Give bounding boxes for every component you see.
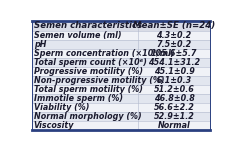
- Text: Non-progressive motility (%): Non-progressive motility (%): [34, 76, 164, 85]
- Text: Total sperm motility (%): Total sperm motility (%): [34, 85, 143, 94]
- Text: Normal morphology (%): Normal morphology (%): [34, 112, 142, 121]
- Text: 6.1±0.3: 6.1±0.3: [156, 76, 192, 85]
- Text: 46.8±0.8: 46.8±0.8: [154, 94, 194, 103]
- Bar: [32, 112, 210, 121]
- Text: Immotile sperm (%): Immotile sperm (%): [34, 94, 123, 103]
- Bar: [32, 30, 210, 40]
- Bar: [32, 76, 210, 85]
- Text: 7.5±0.2: 7.5±0.2: [156, 40, 192, 49]
- Text: 45.1±0.9: 45.1±0.9: [154, 67, 194, 76]
- Bar: [32, 40, 210, 49]
- Text: 4.3±0.2: 4.3±0.2: [156, 31, 192, 40]
- Bar: [32, 103, 210, 112]
- Bar: [32, 85, 210, 94]
- Text: Semen volume (ml): Semen volume (ml): [34, 31, 121, 40]
- Text: 51.2±0.6: 51.2±0.6: [154, 85, 194, 94]
- Bar: [32, 58, 210, 67]
- Bar: [32, 94, 210, 103]
- Bar: [32, 121, 210, 130]
- Text: 454.1±31.2: 454.1±31.2: [148, 58, 200, 67]
- Bar: [32, 21, 210, 30]
- Bar: [32, 49, 210, 58]
- Text: Sperm concentration (×10⁶/ml): Sperm concentration (×10⁶/ml): [34, 49, 174, 58]
- Text: Mean±SE (n=24): Mean±SE (n=24): [133, 21, 215, 30]
- Text: Semen characteristics: Semen characteristics: [34, 21, 142, 30]
- Text: Viscosity: Viscosity: [34, 121, 74, 130]
- Text: 52.9±1.2: 52.9±1.2: [154, 112, 194, 121]
- Text: pH: pH: [34, 40, 46, 49]
- Text: Normal: Normal: [158, 121, 190, 130]
- Bar: [32, 67, 210, 76]
- Text: Viability (%): Viability (%): [34, 103, 89, 112]
- Text: 105.6±5.7: 105.6±5.7: [151, 49, 197, 58]
- Text: 56.6±2.2: 56.6±2.2: [154, 103, 194, 112]
- Text: Progressive motility (%): Progressive motility (%): [34, 67, 143, 76]
- Text: Total sperm count (×10⁶): Total sperm count (×10⁶): [34, 58, 147, 67]
